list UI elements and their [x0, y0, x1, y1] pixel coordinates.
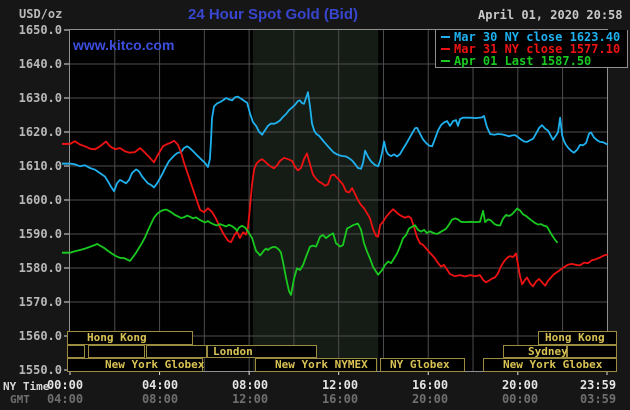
x-axis-label: 12:00 [231, 392, 269, 406]
x-axis-label: 16:00 [411, 378, 449, 392]
session-box-hong-kong: Hong Kong [538, 331, 617, 345]
y-axis-label: 1580.0 [18, 261, 62, 275]
kitco-watermark-link[interactable]: www.kitco.com [73, 37, 175, 53]
session-box [146, 344, 207, 358]
y-axis-label: 1620.0 [18, 125, 62, 139]
legend-label: Apr 01 Last 1587.50 [454, 54, 592, 68]
y-axis-label: 1560.0 [18, 329, 62, 343]
session-box-sydney: Sydney [503, 344, 568, 358]
x-axis-label: 00:00 [501, 392, 539, 406]
session-box-london: London [207, 344, 317, 358]
legend-item-mar30: Mar 30 NY close 1623.40 [436, 31, 627, 43]
x-axis-label: 08:00 [141, 392, 179, 406]
legend-item-apr01: Apr 01 Last 1587.50 [436, 55, 627, 67]
y-axis-label: 1590.0 [18, 227, 62, 241]
x-axis-label: 16:00 [321, 392, 359, 406]
x-axis-label: 04:00 [46, 392, 84, 406]
gmt-axis-label: GMT [10, 393, 30, 406]
legend-label: Mar 31 NY close 1577.10 [454, 42, 621, 56]
session-box-ny-globex: NY Globex [380, 358, 465, 372]
series-line-mar30 [69, 91, 608, 193]
series-line-mar31 [69, 139, 608, 288]
x-axis-label: 03:59 [579, 392, 617, 406]
session-box-hong-kong: Hong Kong [67, 331, 193, 345]
ny-time-axis-label: NY Time [3, 380, 50, 393]
y-axis-unit-label: USD/oz [19, 7, 63, 21]
session-box-new-york-globex: New York Globex [483, 358, 617, 372]
chart-datetime: April 01, 2020 20:58 [478, 8, 623, 22]
session-box [88, 344, 145, 358]
y-axis-label: 1550.0 [18, 363, 62, 377]
y-axis-label: 1570.0 [18, 295, 62, 309]
x-axis-label: 20:00 [501, 378, 539, 392]
legend-dash-icon [441, 36, 450, 38]
x-axis-label: 23:59 [579, 378, 617, 392]
session-box [567, 344, 617, 358]
y-axis-label: 1650.0 [18, 23, 62, 37]
session-box-new-york-globex: New York Globex [67, 358, 204, 372]
x-axis-label: 08:00 [231, 378, 269, 392]
series-line-apr01 [69, 207, 558, 296]
x-axis-label: 04:00 [141, 378, 179, 392]
legend-label: Mar 30 NY close 1623.40 [454, 30, 621, 44]
y-axis-label: 1630.0 [18, 91, 62, 105]
x-axis-label: 00:00 [46, 378, 84, 392]
session-box [67, 344, 85, 358]
x-axis-label: 12:00 [321, 378, 359, 392]
legend-item-mar31: Mar 31 NY close 1577.10 [436, 43, 627, 55]
y-axis-label: 1610.0 [18, 159, 62, 173]
chart-legend: Mar 30 NY close 1623.40 Mar 31 NY close … [435, 30, 628, 68]
page-title: 24 Hour Spot Gold (Bid) [188, 6, 358, 23]
legend-dash-icon [441, 60, 450, 62]
session-box-new-york-nymex: New York NYMEX [255, 358, 377, 372]
legend-dash-icon [441, 48, 450, 50]
y-axis-label: 1640.0 [18, 57, 62, 71]
y-axis-label: 1600.0 [18, 193, 62, 207]
x-axis-label: 20:00 [411, 392, 449, 406]
